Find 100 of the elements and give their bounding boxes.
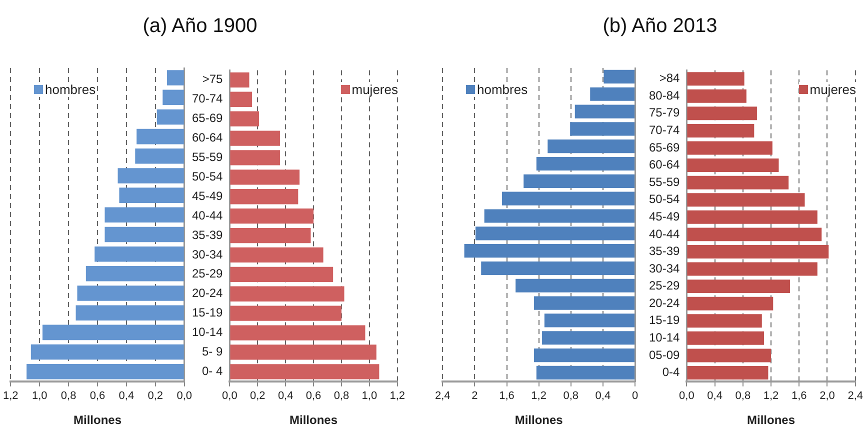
bar [542, 331, 634, 345]
bar [570, 122, 634, 136]
x-tick-label: 1,2 [390, 390, 406, 402]
bar [687, 314, 762, 328]
bar [94, 246, 184, 262]
x-axis-title: Millones [290, 413, 338, 428]
y-tick-label: 60-64 [648, 158, 680, 172]
bar [687, 210, 818, 224]
y-tick-label: 15-19 [192, 306, 224, 320]
y-tick-label: 30-34 [648, 261, 680, 276]
bar [104, 226, 184, 242]
bar [162, 90, 184, 106]
bar [687, 106, 757, 120]
bar [230, 189, 298, 204]
bar [544, 314, 634, 328]
y-tick-label: 0- 4 [202, 364, 224, 378]
bar [230, 364, 380, 380]
legend-label: hombres [477, 82, 528, 97]
x-tick-label: 0,0 [176, 390, 192, 402]
x-tick-label: 1,6 [791, 390, 807, 402]
bar [481, 261, 634, 276]
x-tick-label: 0,0 [222, 390, 238, 402]
bar [687, 158, 779, 172]
y-tick-label: 45-49 [192, 188, 224, 203]
y-tick-label: 05-09 [648, 348, 680, 362]
y-tick-label: 0-4 [662, 365, 680, 380]
bar [77, 286, 184, 301]
x-axis-title: Millones [747, 413, 796, 428]
bar [104, 207, 184, 223]
y-tick-label: 55-59 [648, 174, 680, 189]
x-tick-label: 1,0 [32, 390, 48, 402]
x-tick-label: 0,4 [278, 390, 294, 402]
bar [230, 170, 300, 185]
y-tick-label: 40-44 [192, 208, 224, 222]
bar [687, 244, 829, 258]
bar [687, 348, 772, 362]
y-tick-label: 10-14 [648, 330, 680, 344]
bar [230, 208, 314, 224]
y-tick-label: 25-29 [648, 278, 680, 293]
y-tick-label: 65-69 [192, 111, 224, 126]
bar [687, 228, 822, 242]
x-tick-label: 0,8 [735, 390, 751, 402]
y-tick-label: 20-24 [648, 296, 680, 310]
bar [166, 70, 184, 86]
y-tick-label: 30-34 [192, 247, 224, 262]
bar [464, 244, 634, 258]
bar [230, 130, 280, 146]
bar [119, 188, 184, 203]
x-axis-title: Millones [514, 413, 564, 428]
bar [476, 226, 634, 240]
bar [230, 92, 252, 107]
y-tick-label: 55-59 [192, 150, 224, 164]
bar [534, 348, 634, 362]
bar [687, 262, 818, 276]
bar [574, 104, 634, 118]
bar [230, 325, 366, 340]
x-tick-label: 0,8 [563, 390, 579, 402]
bar [687, 176, 789, 190]
bar [687, 141, 772, 155]
legend-label: mujeres [352, 82, 398, 97]
x-tick-label: 1,2 [763, 390, 779, 402]
chart-title: (b) Año 2013 [602, 15, 718, 38]
bar [42, 324, 184, 340]
bar [687, 280, 790, 294]
bar [687, 89, 746, 103]
bar [536, 156, 634, 171]
y-tick-label: 80-84 [648, 88, 680, 102]
bar [76, 305, 184, 320]
x-tick-label: 2,4 [434, 390, 450, 402]
bar [687, 331, 764, 345]
bar [156, 109, 184, 125]
bar [118, 168, 184, 184]
x-tick-label: 0,0 [679, 390, 694, 402]
bar [230, 228, 311, 244]
y-tick-label: 70-74 [192, 92, 224, 106]
y-tick-label: 10-14 [192, 325, 224, 340]
bar [604, 70, 634, 84]
x-tick-label: 0,8 [60, 390, 76, 402]
y-tick-label: 45-49 [648, 209, 680, 224]
bar [516, 278, 634, 292]
y-tick-label: >84 [659, 71, 680, 86]
bar [484, 209, 634, 223]
x-tick-label: 1,2 [2, 390, 18, 402]
y-tick-label: 50-54 [192, 169, 224, 184]
bar [230, 72, 250, 88]
bar [230, 286, 344, 302]
x-tick-label: 0,4 [595, 390, 611, 402]
x-tick-label: 0,6 [90, 390, 106, 402]
x-axis-title: Millones [73, 413, 122, 428]
y-tick-label: 20-24 [192, 286, 224, 300]
x-tick-label: 0 [632, 390, 638, 402]
x-tick-label: 0,4 [707, 390, 722, 402]
bar [687, 193, 805, 207]
bar [26, 364, 184, 380]
bar [230, 150, 280, 166]
y-tick-label: 65-69 [648, 140, 680, 154]
y-tick-label: 40-44 [648, 226, 680, 241]
legend-label: mujeres [810, 82, 856, 97]
y-tick-label: 75-79 [648, 106, 680, 120]
x-tick-label: 0,6 [306, 390, 322, 402]
